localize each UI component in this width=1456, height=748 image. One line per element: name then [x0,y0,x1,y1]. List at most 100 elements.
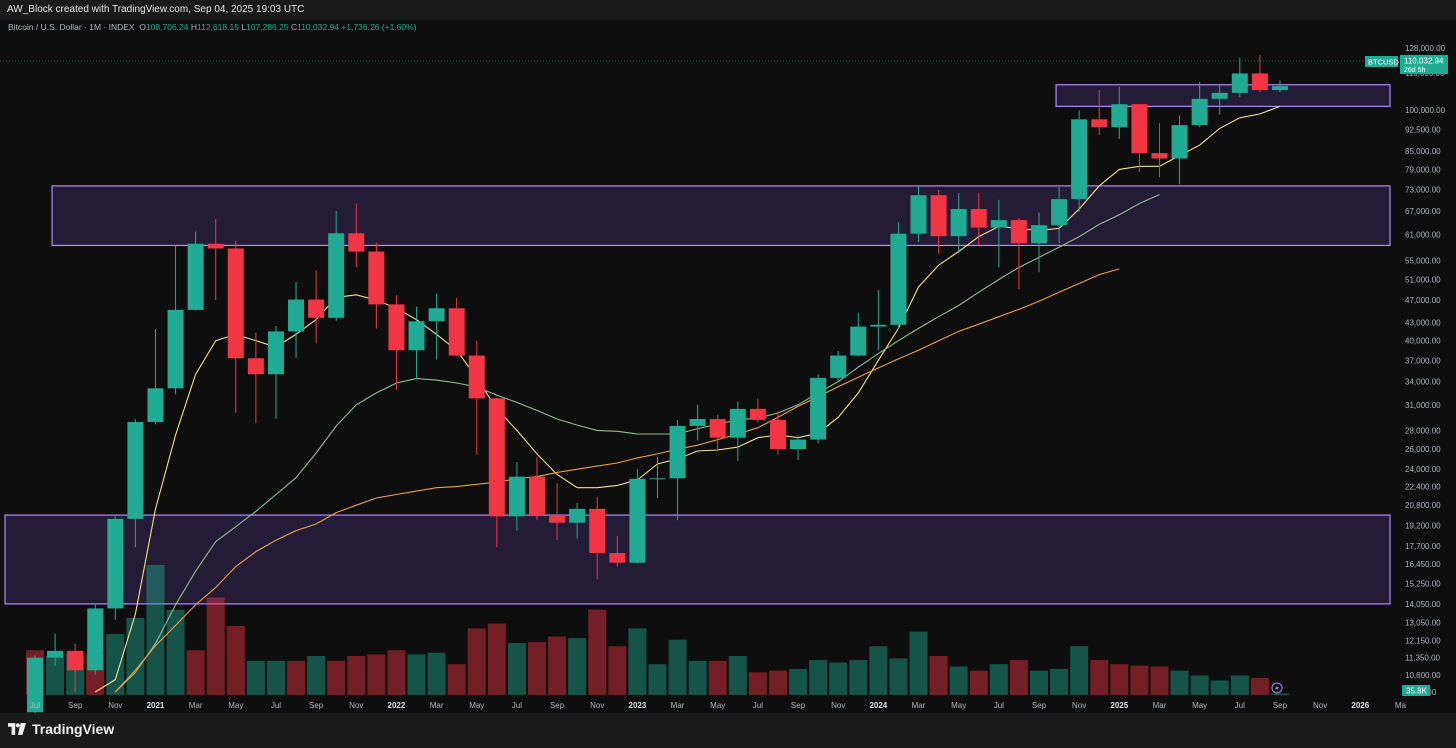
candle[interactable] [87,603,104,675]
tradingview-logo[interactable]: TradingView [8,721,114,737]
candle[interactable] [930,189,947,254]
candle[interactable] [408,306,425,380]
candle[interactable] [1091,90,1108,135]
candle[interactable] [1231,57,1248,98]
candle[interactable] [970,192,987,246]
candle-body [207,243,224,249]
chart-area[interactable]: 128,000.00116,000.00100,000.0092,500.008… [0,20,1456,716]
y-tick-label: 73,000.00 [1405,185,1441,194]
candle[interactable] [790,434,807,460]
candle[interactable] [850,312,867,357]
candle[interactable] [729,401,746,461]
candle[interactable] [328,210,345,321]
volume-bar [407,654,426,695]
candle[interactable] [508,461,525,531]
candle[interactable] [990,199,1007,268]
x-tick-label: Nov [831,701,845,710]
x-tick-label: 2026 [1351,701,1369,710]
candle[interactable] [288,282,305,359]
candle[interactable] [1051,187,1068,244]
y-tick-label: 85,000.00 [1405,147,1441,156]
volume-bar [1070,646,1089,695]
candle[interactable] [769,411,786,455]
x-tick-label: Ma [1395,701,1407,710]
lightning-icon[interactable] [1271,682,1283,694]
volume-bar [1009,660,1028,695]
candle[interactable] [629,469,646,564]
candle[interactable] [147,328,164,425]
candle[interactable] [348,203,365,268]
candle[interactable] [488,397,505,548]
candle[interactable] [468,340,485,455]
candle[interactable] [1151,123,1168,178]
candle[interactable] [890,222,907,329]
y-tick-label: 24,000.00 [1405,465,1441,474]
y-tick-label: 37,000.00 [1405,356,1441,365]
volume-bar [367,654,386,695]
candle[interactable] [167,245,184,395]
candle-body [127,422,144,519]
candle[interactable] [368,242,385,329]
candle[interactable] [569,502,586,539]
candle[interactable] [207,218,224,301]
candle-body [308,299,325,318]
candle[interactable] [1171,115,1188,185]
volume-bar [287,660,306,695]
candle[interactable] [749,398,766,423]
x-tick-label: Sep [1273,701,1288,710]
candle[interactable] [649,456,666,499]
volume-bar [1050,669,1069,695]
candle[interactable] [308,270,325,344]
candle[interactable] [950,193,967,254]
support-zone[interactable] [4,514,1391,605]
candle[interactable] [187,231,204,311]
x-tick-label: Sep [791,701,806,710]
volume-bar [246,660,265,695]
volume-bar [588,609,607,695]
candle[interactable] [448,297,465,357]
candle[interactable] [47,633,64,666]
candle[interactable] [1191,81,1208,128]
candle[interactable] [428,293,445,360]
candle[interactable] [388,295,405,390]
candle[interactable] [27,655,43,716]
candle[interactable] [689,404,706,441]
x-tick-label: Sep [309,701,324,710]
candle-body [428,308,445,322]
candle[interactable] [1211,84,1228,115]
candle[interactable] [589,496,606,580]
candle[interactable] [830,350,847,381]
candle[interactable] [529,456,545,521]
candle[interactable] [1010,218,1027,290]
support-zone[interactable] [51,185,1391,247]
candle-body [569,508,586,523]
candle[interactable] [1271,80,1288,93]
y-tick-label: 128,000.00 [1405,44,1446,53]
candle[interactable] [810,374,827,444]
candle[interactable] [910,186,927,243]
candle[interactable] [669,419,686,521]
candle[interactable] [127,418,144,548]
volume-bar [1170,670,1189,695]
price-chart[interactable]: 128,000.00116,000.00100,000.0092,500.008… [0,20,1456,716]
candle[interactable] [549,483,566,541]
candle[interactable] [1031,212,1047,273]
close-value: 110,032.94 [297,22,340,32]
candle[interactable] [1251,54,1268,93]
candle[interactable] [67,643,84,692]
candle-body [488,398,505,517]
candle[interactable] [709,414,726,451]
candle-body [267,331,284,375]
candle-body [1231,73,1248,93]
candle[interactable] [267,326,284,419]
candle[interactable] [107,516,124,620]
candle[interactable] [1111,87,1128,139]
candle[interactable] [1131,103,1148,172]
candle[interactable] [247,332,264,424]
close-label: C [290,22,298,32]
volume-bar [809,660,828,695]
candle[interactable] [1071,110,1088,212]
candle[interactable] [227,240,244,414]
candle[interactable] [609,536,626,567]
candle[interactable] [870,290,887,351]
